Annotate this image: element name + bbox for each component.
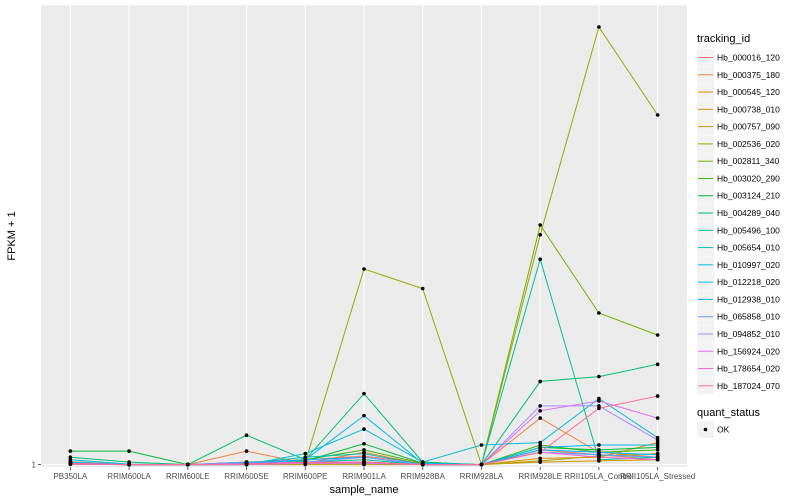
legend-label: Hb_065858_010: [717, 312, 780, 322]
data-point: [362, 441, 366, 446]
axes: PB350LA RRIM600LA RRIM600LE RRIM600SE RRIM60…: [32, 461, 696, 481]
x-tick-label: RRIM600LE: [166, 472, 210, 481]
data-point: [538, 404, 542, 408]
data-point: [362, 267, 366, 271]
data-point: [655, 416, 660, 420]
data-point: [127, 462, 131, 467]
data-point: [655, 443, 660, 447]
data-point: [597, 406, 601, 411]
legend-label: Hb_012938_010: [717, 294, 780, 304]
data-point: [362, 391, 366, 396]
data-point: [538, 408, 542, 413]
data-point: [186, 462, 190, 467]
data-point: [538, 459, 542, 463]
data-point: [597, 455, 601, 460]
data-point: [244, 462, 249, 466]
data-point: [597, 443, 601, 447]
shape-legend-title: quant_status: [697, 407, 760, 419]
data-point: [362, 455, 366, 460]
data-point: [303, 451, 308, 456]
data-point: [538, 257, 542, 262]
data-point: [597, 399, 601, 403]
data-point: [655, 362, 660, 367]
legend-label: Hb_000016_120: [717, 53, 780, 63]
shape-legend-point: [703, 427, 708, 432]
data-point: [597, 374, 601, 379]
x-tick-label: PB350LA: [53, 472, 87, 481]
data-point: [303, 460, 308, 465]
data-point: [655, 113, 660, 117]
legend-label: Hb_000738_010: [717, 104, 780, 114]
legend-label: Hb_012218_020: [717, 277, 780, 287]
data-point: [68, 461, 73, 466]
grid-lines: [41, 5, 687, 467]
legend-label: Hb_000375_180: [717, 70, 780, 80]
color-legend: tracking_id Hb_000016_120 Hb_000375_180 Hb…: [697, 33, 780, 395]
data-point: [538, 379, 542, 384]
data-point: [479, 443, 484, 447]
legend-label: Hb_005654_010: [717, 243, 780, 253]
data-point: [655, 333, 660, 337]
data-point: [68, 449, 73, 453]
x-tick-label: RRIM600PE: [283, 472, 327, 481]
data-point: [538, 450, 542, 455]
legend-label: Hb_156924_020: [717, 346, 780, 356]
x-tick-label: RRIM928LA: [460, 472, 504, 481]
x-axis-title: sample_name: [329, 484, 398, 496]
legend-label: Hb_002811_340: [717, 156, 780, 166]
data-point: [362, 460, 366, 464]
data-point: [420, 286, 425, 291]
legend-label: Hb_010997_020: [717, 260, 780, 270]
data-point: [479, 462, 484, 467]
data-point: [597, 25, 601, 29]
data-point: [362, 413, 366, 418]
legend-label: Hb_000545_120: [717, 87, 780, 97]
y-axis-title: FPKM + 1: [6, 211, 18, 260]
data-point: [538, 232, 542, 237]
data-point: [244, 449, 249, 453]
legend-title: tracking_id: [697, 33, 750, 45]
x-tick-label: RRIM600LA: [107, 472, 151, 481]
legend-label: Hb_000757_090: [717, 122, 780, 132]
data-point: [538, 223, 542, 227]
data-point: [655, 394, 660, 398]
y-tick-label: 1: [32, 461, 37, 470]
shape-legend: quant_status OK: [697, 407, 760, 438]
data-point: [597, 311, 601, 315]
data-point: [362, 448, 366, 452]
data-point: [655, 457, 660, 462]
data-point: [420, 462, 425, 467]
x-tick-label: RRIM928BA: [400, 472, 445, 481]
data-point: [362, 451, 366, 456]
data-point: [538, 416, 542, 420]
legend-label: Hb_005496_100: [717, 225, 780, 235]
x-tick-label: RRIM600SE: [224, 472, 268, 481]
x-tick-label: RRIM928LE: [518, 472, 562, 481]
legend-label: Hb_187024_070: [717, 381, 780, 391]
legend-label: Hb_094852_010: [717, 329, 780, 339]
data-point: [655, 438, 660, 442]
legend-label: Hb_004289_040: [717, 208, 780, 218]
x-tick-label: RRIM901LA: [342, 472, 386, 481]
shape-legend-label: OK: [717, 425, 730, 435]
series-points: [68, 25, 660, 467]
data-point: [362, 427, 366, 431]
legend-label: Hb_003124_210: [717, 191, 780, 201]
data-point: [538, 440, 542, 445]
legend-label: Hb_003020_290: [717, 173, 780, 183]
legend-label: Hb_002536_020: [717, 139, 780, 149]
x-tick-label: RRII105LA_Stressed: [620, 472, 695, 481]
data-point: [127, 449, 131, 453]
legend-label: Hb_178654_020: [717, 364, 780, 374]
data-point: [244, 433, 249, 438]
x-tick-label: RRII105LA_Control: [564, 472, 634, 481]
